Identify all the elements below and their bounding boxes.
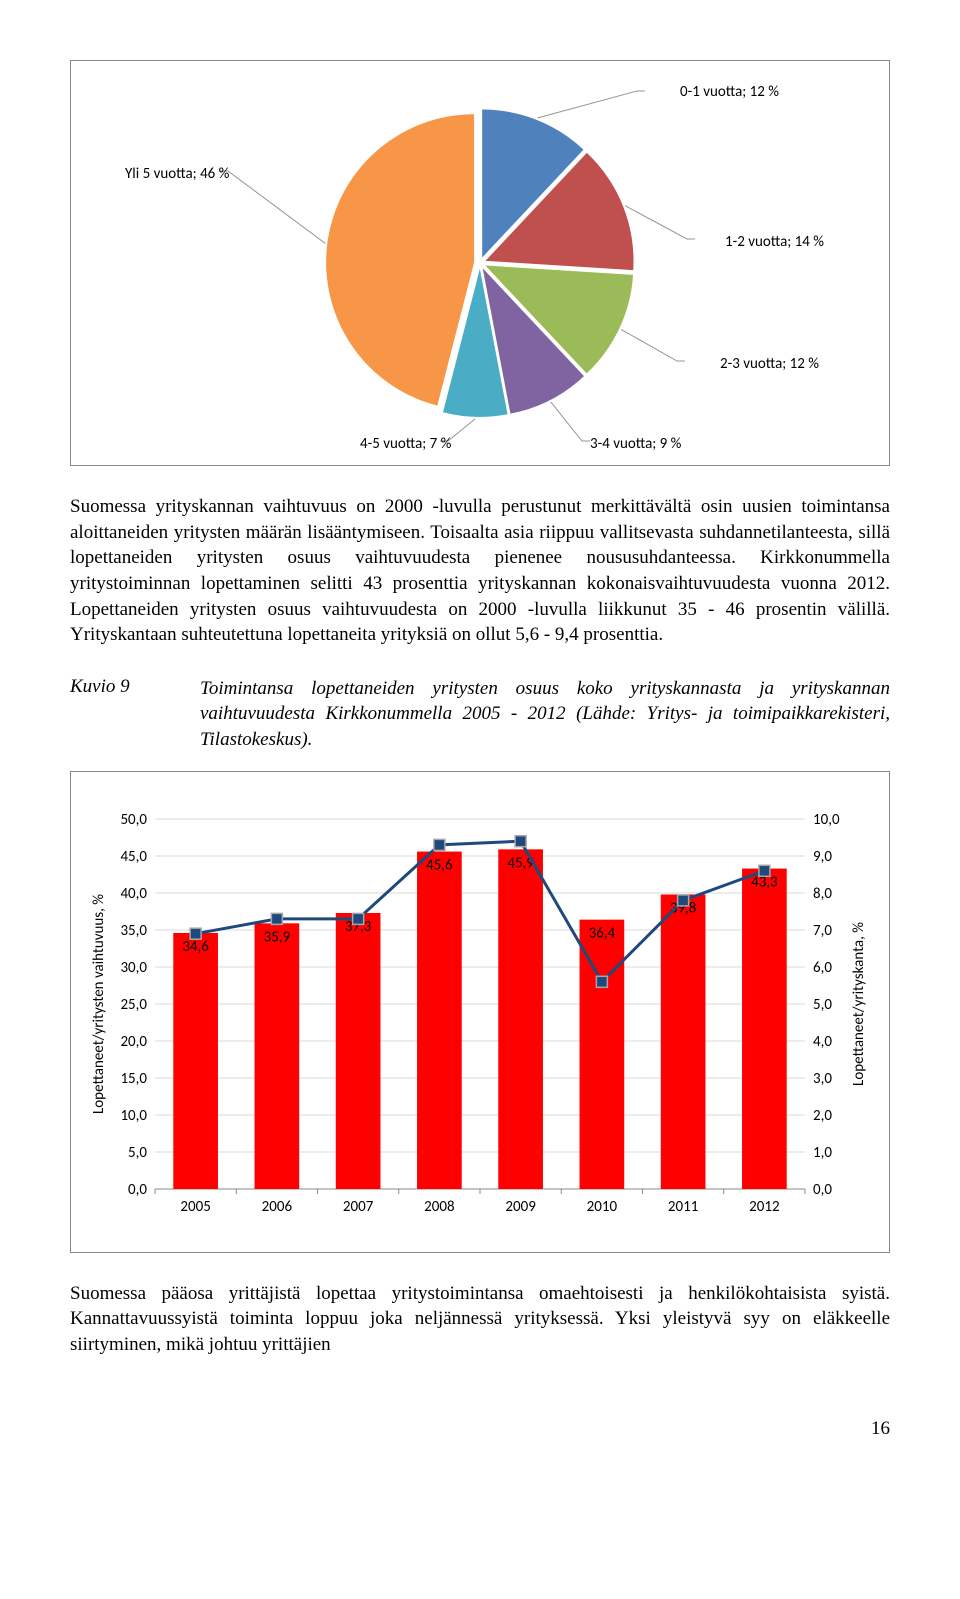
svg-text:0,0: 0,0 [813, 1181, 832, 1199]
svg-text:Lopettaneet/yrityskanta, %: Lopettaneet/yrityskanta, % [850, 922, 868, 1086]
pie-slice-label: 1-2 vuotta; 14 % [725, 233, 824, 251]
svg-text:9,0: 9,0 [813, 848, 832, 866]
pie-chart-container: 0-1 vuotta; 12 % 1-2 vuotta; 14 % 2-3 vuot… [70, 60, 890, 466]
figure-label: Kuvio 9 [70, 676, 200, 698]
svg-text:2,0: 2,0 [813, 1107, 832, 1125]
svg-text:0,0: 0,0 [128, 1181, 147, 1199]
svg-text:50,0: 50,0 [120, 811, 147, 829]
svg-text:2006: 2006 [262, 1198, 293, 1216]
svg-text:2010: 2010 [587, 1198, 618, 1216]
svg-text:25,0: 25,0 [120, 996, 147, 1014]
svg-text:2009: 2009 [505, 1198, 536, 1216]
svg-text:6,0: 6,0 [813, 959, 832, 977]
paragraph-2: Suomessa pääosa yrittäjistä lopettaa yri… [70, 1281, 890, 1358]
svg-text:10,0: 10,0 [813, 811, 840, 829]
pie-slice-label: 4-5 vuotta; 7 % [360, 435, 451, 453]
svg-text:5,0: 5,0 [813, 996, 832, 1014]
svg-text:Lopettaneet/yritysten vaihtuvu: Lopettaneet/yritysten vaihtuvuus, % [90, 893, 108, 1113]
figure-caption: Toimintansa lopettaneiden yritysten osuu… [200, 676, 890, 753]
pie-slice-label: 3-4 vuotta; 9 % [590, 435, 681, 453]
svg-text:30,0: 30,0 [120, 959, 147, 977]
svg-text:2011: 2011 [668, 1198, 698, 1216]
svg-text:10,0: 10,0 [120, 1107, 147, 1125]
svg-text:7,0: 7,0 [813, 922, 832, 940]
svg-text:35,0: 35,0 [120, 922, 147, 940]
pie-slice-label: 0-1 vuotta; 12 % [680, 83, 779, 101]
svg-text:40,0: 40,0 [120, 885, 147, 903]
pie-slice-label: 2-3 vuotta; 12 % [720, 355, 819, 373]
svg-text:3,0: 3,0 [813, 1070, 832, 1088]
svg-text:2007: 2007 [343, 1198, 374, 1216]
svg-text:2008: 2008 [424, 1198, 454, 1216]
svg-text:36,4: 36,4 [589, 924, 616, 942]
svg-text:45,6: 45,6 [426, 856, 453, 874]
combo-chart: 0,0 5,0 10,0 15,0 20,0 25,0 30,0 35,0 40,0 45,0 50… [85, 804, 875, 1240]
svg-text:15,0: 15,0 [120, 1070, 147, 1088]
svg-text:1,0: 1,0 [813, 1144, 832, 1162]
svg-text:5,0: 5,0 [128, 1144, 147, 1162]
paragraph-1: Suomessa yrityskannan vaihtuvuus on 2000… [70, 494, 890, 648]
svg-text:45,0: 45,0 [120, 848, 147, 866]
svg-text:20,0: 20,0 [120, 1033, 147, 1051]
page-number: 16 [70, 1418, 890, 1440]
svg-text:4,0: 4,0 [813, 1033, 832, 1051]
svg-text:8,0: 8,0 [813, 885, 832, 903]
svg-text:2005: 2005 [180, 1198, 210, 1216]
svg-text:34,6: 34,6 [182, 938, 209, 956]
figure-caption-row: Kuvio 9 Toimintansa lopettaneiden yritys… [70, 676, 890, 753]
svg-text:35,9: 35,9 [264, 928, 291, 946]
pie-slice-label: Yli 5 vuotta; 46 % [125, 165, 229, 183]
pie-chart: 0-1 vuotta; 12 % 1-2 vuotta; 14 % 2-3 vuot… [85, 73, 875, 453]
combo-chart-container: 0,0 5,0 10,0 15,0 20,0 25,0 30,0 35,0 40,0 45,0 50… [70, 771, 890, 1253]
svg-text:2012: 2012 [749, 1198, 779, 1216]
